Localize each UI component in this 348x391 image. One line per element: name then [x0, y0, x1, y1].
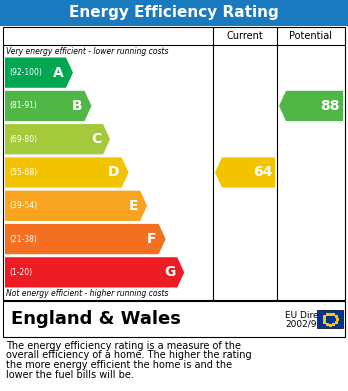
Bar: [3, 27, 345, 300]
Text: E: E: [129, 199, 138, 213]
Polygon shape: [5, 224, 166, 254]
Text: F: F: [147, 232, 157, 246]
Text: the more energy efficient the home is and the: the more energy efficient the home is an…: [6, 360, 232, 370]
Text: B: B: [72, 99, 82, 113]
Text: Potential: Potential: [290, 31, 332, 41]
Text: Not energy efficient - higher running costs: Not energy efficient - higher running co…: [6, 289, 168, 298]
Polygon shape: [5, 157, 129, 188]
Text: (21-38): (21-38): [9, 235, 37, 244]
Text: Current: Current: [227, 31, 263, 41]
Text: 88: 88: [321, 99, 340, 113]
Text: A: A: [53, 66, 64, 80]
Text: (55-68): (55-68): [9, 168, 37, 177]
Bar: [0, 0, 348, 26]
Polygon shape: [5, 91, 92, 121]
Text: (39-54): (39-54): [9, 201, 37, 210]
Polygon shape: [5, 257, 184, 287]
Text: (81-91): (81-91): [9, 101, 37, 110]
Text: C: C: [91, 132, 101, 146]
Text: G: G: [164, 265, 175, 279]
Text: 2002/91/EC: 2002/91/EC: [285, 319, 337, 328]
Text: (92-100): (92-100): [9, 68, 42, 77]
Bar: [317, 310, 343, 328]
Text: EU Directive: EU Directive: [285, 310, 341, 319]
Text: 64: 64: [253, 165, 272, 179]
Polygon shape: [5, 191, 147, 221]
Polygon shape: [5, 124, 110, 154]
Bar: [3, 301, 345, 337]
Polygon shape: [215, 157, 275, 188]
Text: D: D: [108, 165, 120, 179]
Text: Energy Efficiency Rating: Energy Efficiency Rating: [69, 5, 279, 20]
Text: The energy efficiency rating is a measure of the: The energy efficiency rating is a measur…: [6, 341, 241, 351]
Polygon shape: [5, 57, 73, 88]
Text: lower the fuel bills will be.: lower the fuel bills will be.: [6, 369, 134, 380]
Text: Very energy efficient - lower running costs: Very energy efficient - lower running co…: [6, 47, 168, 56]
Polygon shape: [279, 91, 343, 121]
Text: overall efficiency of a home. The higher the rating: overall efficiency of a home. The higher…: [6, 350, 252, 361]
Text: England & Wales: England & Wales: [11, 310, 181, 328]
Text: (1-20): (1-20): [9, 268, 32, 277]
Text: (69-80): (69-80): [9, 135, 37, 144]
